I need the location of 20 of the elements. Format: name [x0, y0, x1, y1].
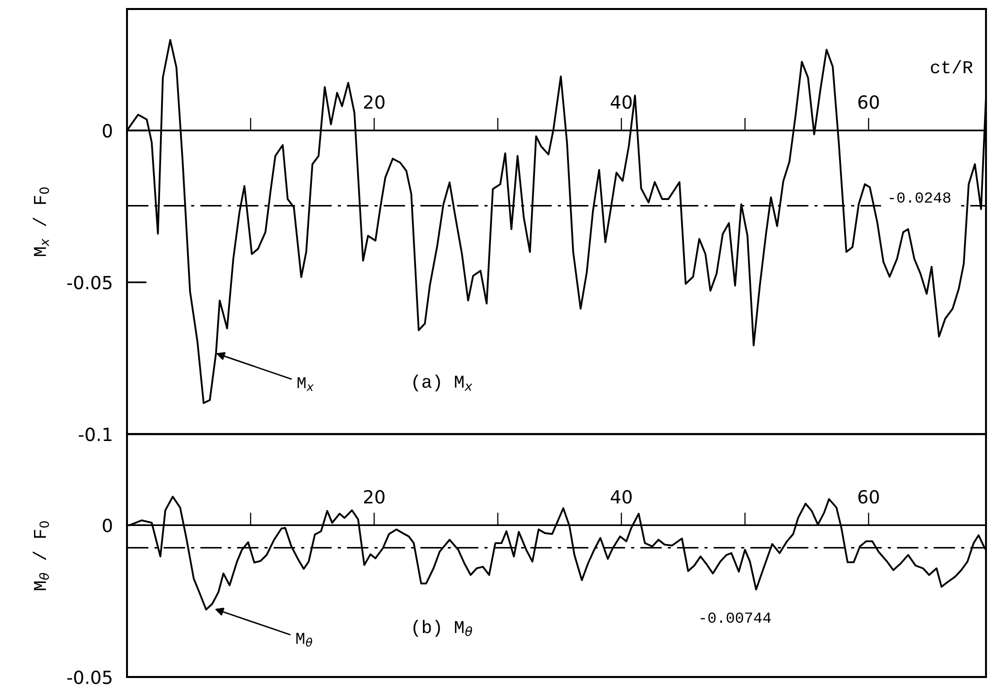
y-tick-label: 0 — [102, 518, 112, 532]
x-tick-label: 20 — [364, 490, 384, 504]
annotation: (a) M$_{x}$ — [413, 374, 472, 392]
x-tick-label: 20 — [364, 95, 384, 109]
x-tick-label: 60 — [858, 490, 879, 504]
y-tick-label: -0.05 — [67, 276, 112, 290]
ref-line-label: -0.00744 — [700, 612, 771, 623]
annotation: M$_{θ}$ — [296, 632, 312, 647]
y-axis-title: M$_{θ}$ / F$_{0}$ — [32, 521, 50, 590]
annotation: M$_{x}$ — [298, 377, 314, 391]
ref-line-label: -0.0248 — [890, 192, 950, 203]
x-tick-label: 40 — [610, 490, 632, 504]
x-axis-title: ct/R — [930, 60, 973, 74]
y-tick-label: -0.05 — [67, 670, 112, 684]
y-axis-title: M$_{x}$ / F$_{0}$ — [32, 187, 50, 256]
annotation: (b) M$_{θ}$ — [413, 620, 472, 637]
y-tick-label: 0 — [102, 124, 112, 138]
y-tick-label: -0.1 — [78, 428, 112, 442]
x-tick-label: 40 — [610, 95, 632, 109]
x-tick-label: 60 — [858, 95, 879, 109]
